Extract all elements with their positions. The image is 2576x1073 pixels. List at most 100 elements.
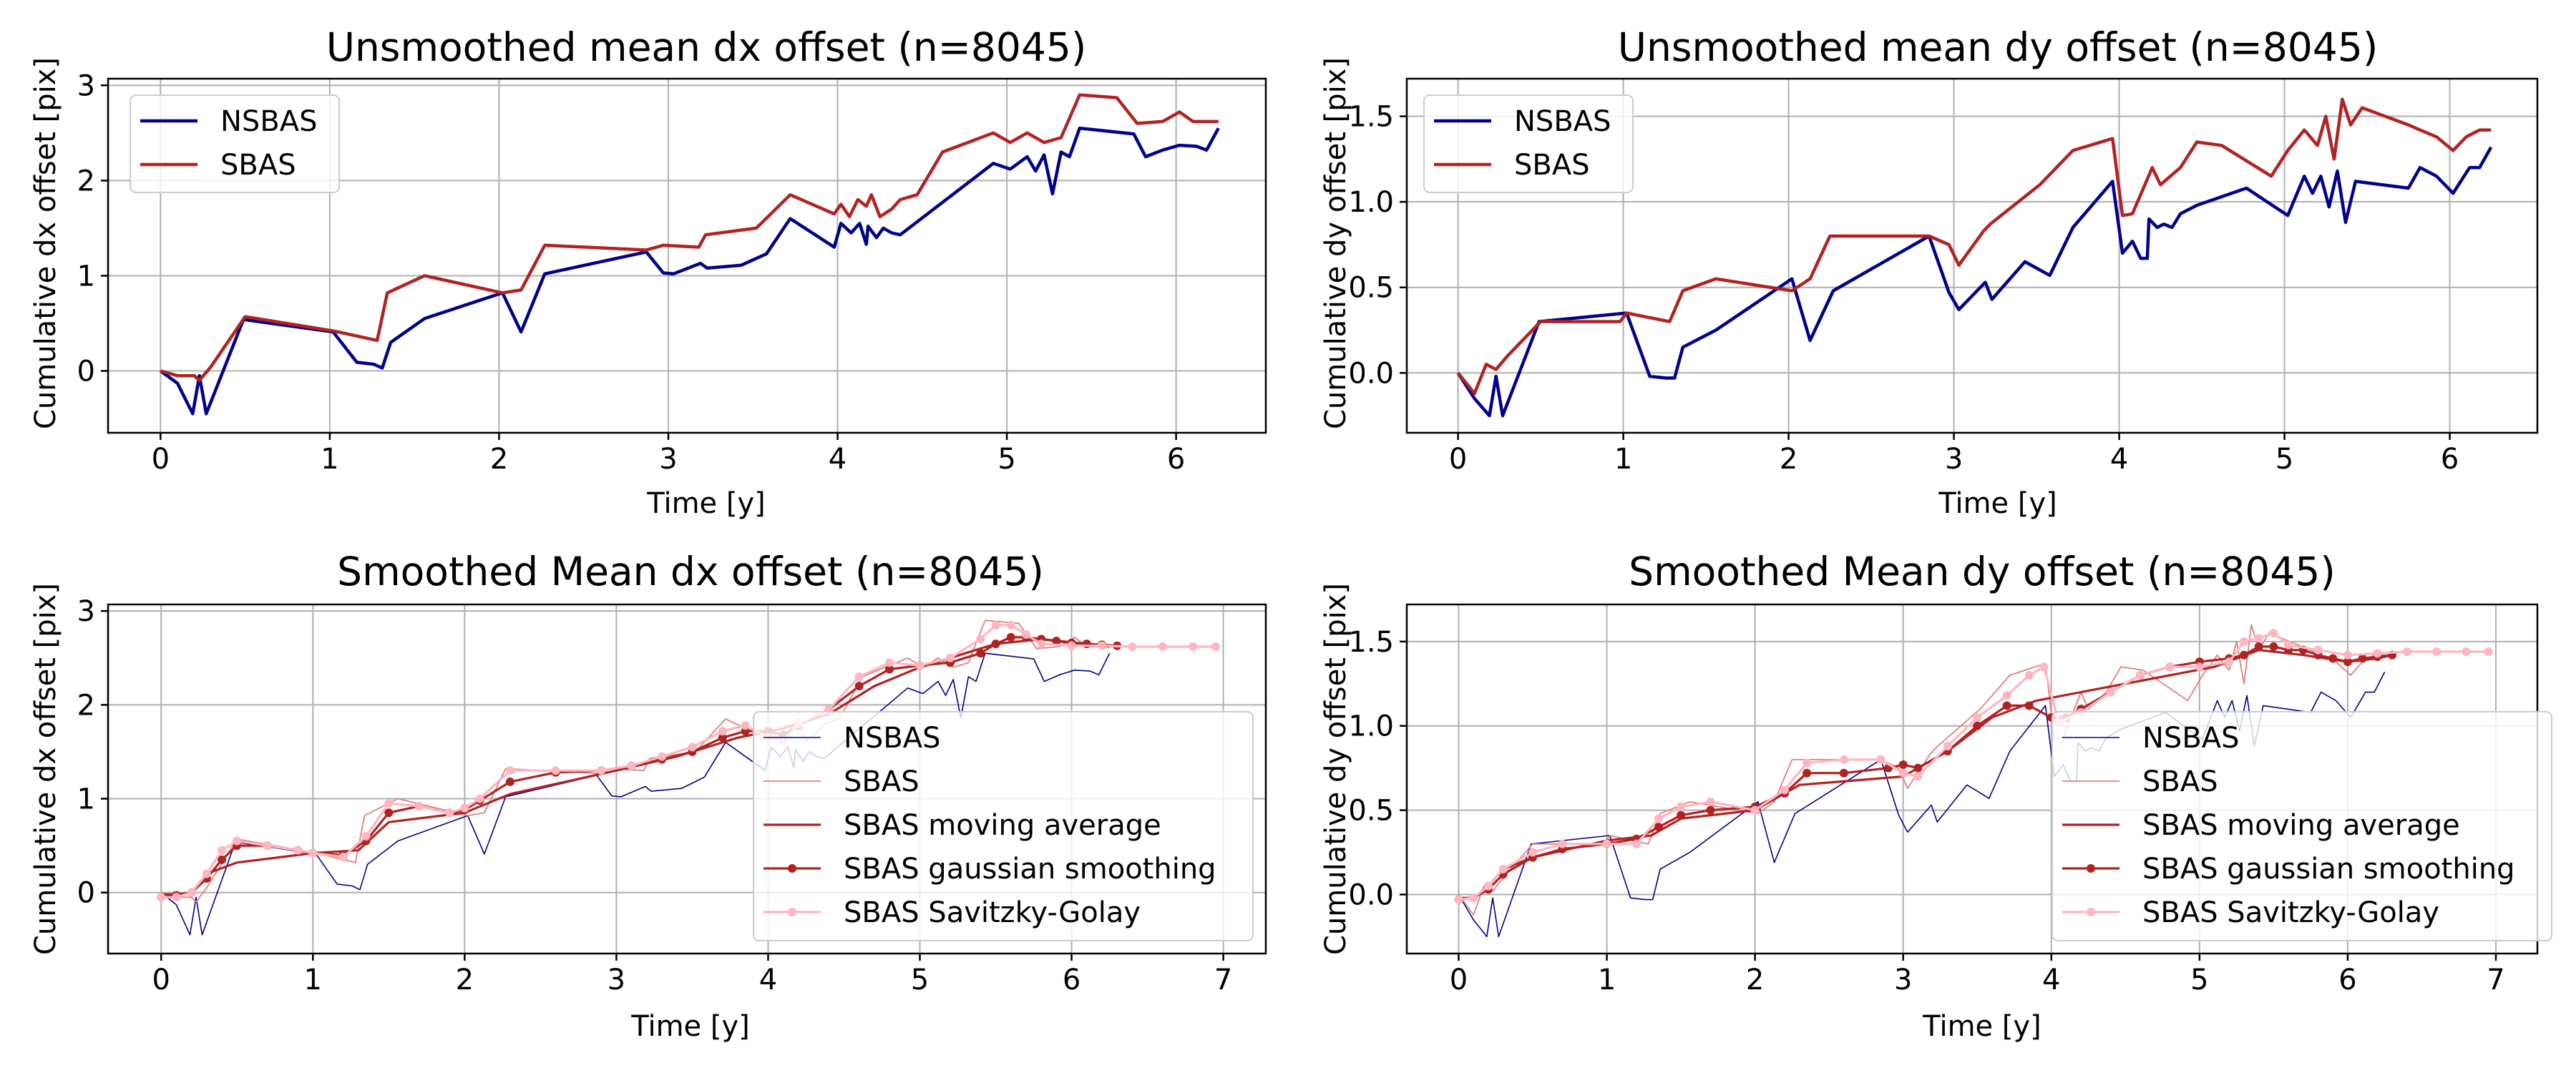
data-point [263, 841, 272, 851]
legend-label: SBAS [1514, 149, 1590, 182]
x-axis-label: Time [y] [646, 487, 766, 520]
data-point [460, 803, 469, 813]
data-point [233, 836, 242, 846]
x-tick-label: 0 [152, 443, 170, 476]
data-point [445, 808, 454, 818]
data-point [2136, 671, 2145, 680]
data-point [1898, 768, 1908, 778]
data-point [2284, 640, 2293, 650]
data-point [2402, 647, 2411, 657]
data-point [361, 832, 371, 841]
data-point [2313, 645, 2323, 655]
data-point [1097, 641, 1106, 650]
data-point [1189, 642, 1198, 652]
data-point [1037, 640, 1046, 649]
axes-frame [107, 77, 1267, 434]
data-point [688, 743, 697, 752]
legend-item: SBAS moving average [2062, 809, 2460, 842]
legend-label: SBAS gaussian smoothing [844, 853, 1216, 886]
data-point [1750, 805, 1760, 815]
x-tick-label: 0 [1450, 964, 1468, 996]
data-point [1913, 772, 1923, 781]
data-point [1913, 763, 1923, 773]
data-point [2165, 662, 2175, 672]
x-tick-label: 6 [2338, 964, 2356, 996]
y-axis-label: Cumulative dy offset [pix] [1319, 57, 1352, 429]
chart-title: Unsmoothed mean dy offset (n=8045) [1618, 24, 2379, 70]
legend-item: SBAS gaussian smoothing [763, 853, 1216, 886]
legend-marker [788, 908, 796, 916]
legend-item: SBAS Savitzky-Golay [2062, 896, 2439, 929]
data-point [338, 852, 348, 861]
data-point [2358, 654, 2367, 663]
legend: NSBAS SBAS SBAS moving average SBAS gaussia… [2051, 711, 2552, 941]
data-point [2239, 637, 2248, 646]
x-tick-label: 3 [608, 964, 625, 996]
data-point [1498, 865, 1508, 874]
data-point [187, 888, 196, 897]
series-line [159, 126, 1220, 416]
y-axis-label: Cumulative dx offset [pix] [29, 57, 62, 429]
legend: NSBAS SBAS [130, 94, 340, 193]
data-point [202, 869, 211, 878]
data-point [718, 733, 727, 743]
legend-label: SBAS [844, 765, 919, 798]
data-point [551, 766, 560, 775]
legend-item: NSBAS [2062, 722, 2240, 755]
legend-box [2051, 711, 2552, 941]
x-tick-label: 7 [2487, 964, 2504, 996]
data-point [1677, 802, 1686, 811]
data-point [218, 846, 227, 855]
data-point [1211, 642, 1221, 652]
data-point [1128, 642, 1137, 652]
data-point [1602, 839, 1611, 848]
data-point [2343, 657, 2352, 667]
x-tick-label: 0 [1449, 443, 1467, 476]
panel-smoothed-dy: Smoothed Mean dy offset (n=8045) Time [y… [1319, 549, 2552, 1043]
legend-item: SBAS [763, 765, 919, 798]
legend-label: SBAS Savitzky-Golay [2142, 896, 2439, 929]
data-point [2269, 642, 2278, 651]
x-tick-label: 5 [911, 964, 929, 996]
y-tick-label: 1 [77, 260, 95, 293]
x-tick-label: 7 [1214, 964, 1232, 996]
data-point [1780, 785, 1790, 795]
chart-title: Smoothed Mean dy offset (n=8045) [1629, 549, 2336, 594]
legend-label: SBAS gaussian smoothing [2142, 853, 2515, 886]
data-point [2239, 650, 2248, 660]
x-tick-label: 0 [152, 964, 170, 996]
data-point [1839, 768, 1848, 778]
data-point [2024, 701, 2034, 710]
x-tick-label: 1 [1614, 443, 1632, 476]
legend-label: SBAS Savitzky-Golay [844, 896, 1141, 929]
x-tick-label: 5 [2275, 443, 2293, 476]
x-tick-label: 6 [1063, 964, 1080, 996]
x-tick-label: 3 [1894, 964, 1912, 996]
legend: NSBAS SBAS SBAS moving average SBAS gaussia… [753, 711, 1254, 941]
y-tick-label: 1.5 [1348, 626, 1394, 659]
legend-label: SBAS moving average [844, 809, 1161, 842]
data-point [475, 794, 484, 803]
legend-item: NSBAS [140, 105, 318, 138]
data-point [2024, 671, 2034, 680]
legend-label: NSBAS [844, 722, 941, 755]
legend-box [753, 711, 1254, 941]
x-tick-label: 2 [1746, 964, 1764, 996]
data-point [658, 752, 667, 761]
legend-label: SBAS [2142, 765, 2218, 798]
data-point [1654, 814, 1664, 823]
legend: NSBAS SBAS [1423, 94, 1634, 193]
legend-item: SBAS gaussian smoothing [2062, 853, 2515, 886]
data-point [885, 665, 894, 674]
data-point [384, 799, 394, 808]
data-point [1973, 721, 1982, 730]
x-tick-label: 2 [490, 443, 508, 476]
x-tick-label: 1 [1598, 964, 1616, 996]
y-tick-label: 0 [77, 356, 95, 388]
plot-area: 0 1 2 3 4 5 6 0 1 2 3 [77, 69, 1267, 476]
data-point [976, 635, 985, 644]
data-point [1006, 620, 1015, 629]
data-point [505, 766, 514, 775]
x-tick-label: 3 [659, 443, 677, 476]
